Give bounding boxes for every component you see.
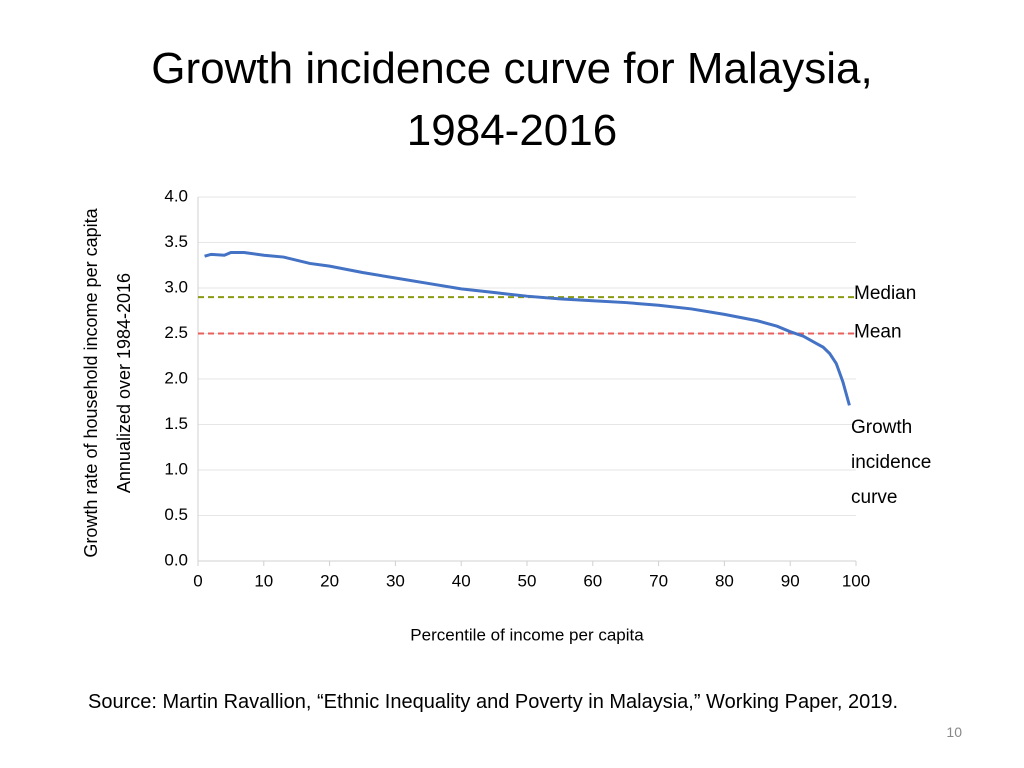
y-tick-label: 0.0 <box>164 550 188 569</box>
y-tick-label: 2.0 <box>164 368 188 387</box>
y-axis-label: Annualized over 1984-2016 <box>114 273 134 493</box>
data-line <box>204 251 851 406</box>
x-tick-label: 90 <box>781 571 800 590</box>
x-tick-label: 100 <box>842 571 870 590</box>
y-tick-label: 4.0 <box>164 186 188 205</box>
series-label: Growth incidence curve <box>851 417 932 508</box>
y-tick-label: 0.5 <box>164 505 188 524</box>
x-tick-label: 0 <box>193 571 202 590</box>
source-note: Source: Martin Ravallion, “Ethnic Inequa… <box>88 691 899 713</box>
x-tick-label: 60 <box>583 571 602 590</box>
reference-label: Mean <box>854 322 902 343</box>
x-tick-label: 50 <box>518 571 537 590</box>
x-tick-label: 20 <box>320 571 339 590</box>
x-tick-label: 30 <box>386 571 405 590</box>
x-axis-label: Percentile of income per capita <box>410 625 644 644</box>
slide-title: Growth incidence curve for Malaysia, 198… <box>151 44 873 155</box>
y-tick-label: 3.5 <box>164 232 188 251</box>
y-axis-label: Growth rate of household income per capi… <box>81 207 101 557</box>
x-tick-label: 70 <box>649 571 668 590</box>
reference-label: Median <box>854 283 916 304</box>
y-tick-label: 1.5 <box>164 414 188 433</box>
page-number: 10 <box>946 724 962 740</box>
x-tick-label: 10 <box>254 571 273 590</box>
chart: 0.0 0.5 1.0 1.5 2.0 2.5 3.0 3.5 4.0 0 10 20 30 40 50 60… <box>81 186 917 644</box>
x-tick-label: 40 <box>452 571 471 590</box>
y-tick-label: 1.0 <box>164 459 188 478</box>
x-tick-label: 80 <box>715 571 734 590</box>
y-tick-label: 2.5 <box>164 323 188 342</box>
y-tick-label: 3.0 <box>164 277 188 296</box>
